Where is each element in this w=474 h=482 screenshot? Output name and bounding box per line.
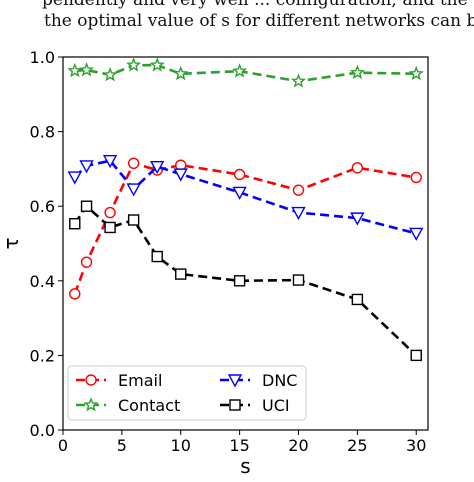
data-point-contact [102, 66, 118, 82]
series-dnc [67, 154, 424, 241]
x-tick-label: 20 [288, 436, 308, 455]
y-tick-label: 1.0 [30, 48, 55, 67]
data-point-dnc [232, 186, 247, 200]
data-point-contact [126, 57, 142, 72]
legend-marker-email [85, 374, 97, 386]
axes: 0 5 10 15 20 25 30 0.0 0.2 0.4 0.6 0.8 1.0 s τ [0, 48, 429, 478]
legend-label-email: Email [118, 371, 162, 390]
data-point-contact [290, 73, 307, 88]
x-axis-label: s [240, 454, 250, 478]
series-line-contact [74, 63, 417, 83]
data-point-email [292, 184, 305, 196]
data-point-email [233, 168, 246, 181]
data-point-uci [151, 250, 163, 263]
data-point-email [127, 157, 140, 170]
data-point-contact [79, 62, 95, 77]
data-point-contact [149, 57, 165, 72]
series-email [69, 157, 422, 300]
series-line-email [73, 161, 417, 295]
legend-marker-contact [83, 397, 99, 412]
data-point-contact [67, 62, 83, 78]
x-tick-label: 10 [171, 436, 191, 455]
x-tick-label: 5 [117, 436, 127, 455]
data-point-dnc [350, 212, 365, 226]
y-tick-label: 0.8 [30, 123, 55, 142]
data-point-email [80, 256, 93, 268]
data-point-contact [408, 65, 424, 81]
caption-line-2: the optimal value of s for different net… [44, 11, 474, 31]
legend-item-contact: Contact [76, 396, 180, 415]
legend: Email DNC Contact UCI [67, 365, 307, 421]
data-point-email [104, 206, 116, 219]
x-tick-label: 15 [229, 436, 249, 455]
series-line-uci [73, 204, 418, 357]
y-tick-label: 0.4 [30, 272, 55, 291]
data-point-uci [351, 293, 364, 306]
legend-item-dnc: DNC [220, 371, 297, 390]
x-tick-label: 0 [58, 436, 68, 455]
data-point-dnc [173, 168, 188, 182]
data-point-dnc [102, 154, 118, 169]
caption-text: pendently and very well ... configuratio… [0, 0, 474, 40]
legend-label-uci: UCI [262, 396, 290, 415]
data-point-dnc [79, 160, 94, 174]
x-tick-label: 25 [347, 436, 367, 455]
data-point-email [351, 162, 364, 174]
series-contact [67, 57, 424, 88]
data-point-dnc [67, 171, 82, 185]
legend-item-uci: UCI [220, 396, 290, 415]
caption-line-1: pendently and very well ... configuratio… [42, 0, 474, 10]
series-uci [69, 200, 422, 362]
data-point-dnc [409, 227, 424, 241]
legend-item-email: Email [76, 371, 162, 390]
legend-label-dnc: DNC [262, 371, 297, 390]
y-tick-label: 0.6 [30, 197, 55, 216]
data-point-uci [233, 275, 246, 287]
data-point-contact [173, 65, 189, 81]
data-point-contact [349, 64, 365, 80]
y-tick-label: 0.0 [30, 421, 55, 440]
x-tick-label: 30 [406, 436, 426, 455]
data-point-uci [127, 214, 140, 226]
data-point-uci [104, 221, 116, 234]
series-line-dnc [73, 159, 417, 235]
data-point-email [410, 171, 422, 184]
plot-frame [62, 56, 429, 431]
data-point-uci [292, 274, 305, 286]
y-axis-label: τ [0, 237, 23, 249]
data-point-dnc [291, 206, 306, 221]
data-point-uci [69, 218, 81, 230]
data-point-email [69, 288, 81, 300]
data-point-uci [80, 200, 93, 212]
legend-marker-dnc [227, 374, 243, 388]
data-point-dnc [126, 183, 141, 197]
plot-series [67, 57, 424, 362]
data-point-contact [232, 63, 248, 78]
y-tick-label: 0.2 [30, 346, 55, 365]
data-point-uci [175, 268, 187, 280]
data-point-dnc [150, 160, 165, 175]
legend-marker-uci [229, 399, 241, 411]
legend-label-contact: Contact [118, 396, 180, 415]
data-point-uci [410, 349, 422, 362]
legend-box [67, 365, 307, 421]
